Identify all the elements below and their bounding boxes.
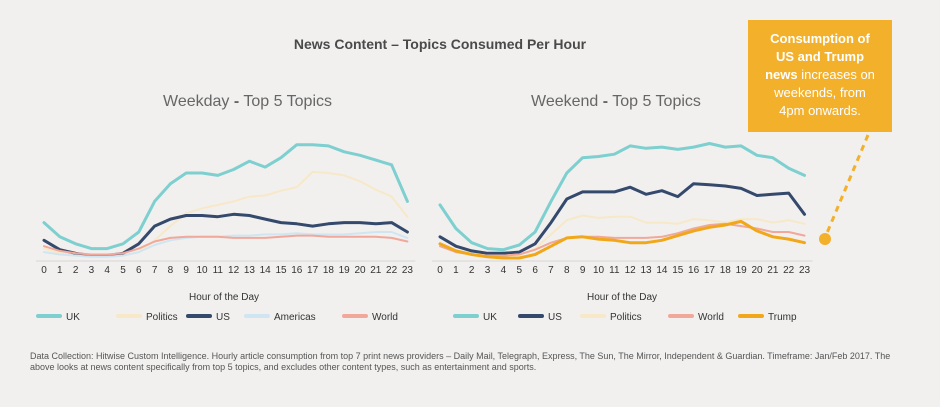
x-tick-label: 12: [228, 265, 240, 276]
callout-line-5: 4pm onwards.: [779, 103, 861, 118]
callout-line-2: US and Trump: [775, 49, 865, 64]
x-tick-label: 9: [580, 265, 586, 276]
x-tick-label: 20: [751, 265, 763, 276]
x-tick-label: 22: [783, 265, 795, 276]
series-line-world: [439, 222, 806, 257]
legend-label-world: World: [372, 312, 398, 323]
series-line-us: [438, 182, 806, 255]
x-tick-label: 3: [89, 265, 95, 276]
x-tick-label: 13: [640, 265, 652, 276]
weekend-title-rest: Top 5 Topics: [612, 93, 701, 110]
x-tick-label: 8: [564, 265, 570, 276]
x-tick-label: 8: [168, 265, 174, 276]
x-tick-label: 6: [136, 265, 142, 276]
series-line-world: [43, 234, 409, 256]
x-tick-label: 20: [354, 265, 366, 276]
x-tick-label: 18: [323, 265, 335, 276]
callout-dot: [819, 233, 831, 245]
callout-box: Consumption of US and Trump news increas…: [748, 20, 892, 132]
x-tick-label: 19: [736, 265, 748, 276]
legend-label-americas: Americas: [274, 312, 316, 323]
x-tick-label: 2: [73, 265, 79, 276]
x-tick-label: 17: [307, 265, 319, 276]
weekday-chart-title: Weekday - Top 5 Topics: [163, 93, 332, 111]
x-tick-label: 14: [260, 265, 272, 276]
weekend-title-separator: -: [602, 93, 609, 110]
weekend-title-main: Weekend: [531, 93, 599, 110]
x-tick-label: 23: [799, 265, 811, 276]
x-tick-label: 10: [593, 265, 605, 276]
x-tick-label: 10: [196, 265, 208, 276]
series-line-uk: [438, 142, 806, 252]
series-line-uk: [42, 143, 409, 251]
x-tick-label: 9: [183, 265, 189, 276]
legend-label-uk: UK: [483, 312, 497, 323]
callout-line-3a: news: [765, 67, 798, 82]
x-tick-label: 18: [720, 265, 732, 276]
legend-label-us: US: [216, 312, 230, 323]
x-tick-label: 7: [548, 265, 554, 276]
x-tick-label: 1: [453, 265, 459, 276]
x-tick-label: 17: [704, 265, 716, 276]
x-tick-label: 3: [485, 265, 491, 276]
x-tick-label: 5: [120, 265, 126, 276]
legend-label-politics: Politics: [610, 312, 642, 323]
x-tick-label: 19: [339, 265, 351, 276]
x-tick-label: 23: [402, 265, 414, 276]
weekend-chart-title: Weekend - Top 5 Topics: [531, 93, 701, 111]
callout-line-4: weekends, from: [774, 85, 866, 100]
x-tick-label: 21: [767, 265, 779, 276]
x-tick-label: 0: [437, 265, 443, 276]
page-title: News Content – Topics Consumed Per Hour: [293, 36, 587, 52]
x-axis-label: Hour of the Day: [189, 292, 259, 303]
legend-label-world: World: [698, 312, 724, 323]
series-line-us: [42, 212, 409, 258]
callout-line-3b: increases on: [801, 67, 875, 82]
x-tick-label: 0: [41, 265, 47, 276]
x-tick-label: 12: [625, 265, 637, 276]
x-tick-label: 13: [244, 265, 256, 276]
series-line-americas: [43, 231, 409, 258]
x-tick-label: 11: [213, 265, 224, 276]
x-tick-label: 7: [152, 265, 158, 276]
x-tick-label: 16: [688, 265, 700, 276]
legend-label-politics: Politics: [146, 312, 178, 323]
x-tick-label: 15: [275, 265, 287, 276]
x-tick-label: 16: [291, 265, 303, 276]
x-tick-label: 1: [57, 265, 63, 276]
x-tick-label: 21: [370, 265, 382, 276]
callout-line-3: news increases on: [758, 66, 882, 84]
legend-label-trump: Trump: [768, 312, 797, 323]
x-tick-label: 14: [656, 265, 668, 276]
callout-line-1: Consumption of: [770, 31, 870, 46]
series-line-trump: [438, 219, 806, 260]
x-tick-label: 6: [532, 265, 538, 276]
callout-connector-line: [825, 134, 870, 234]
legend-label-us: US: [548, 312, 562, 323]
x-tick-label: 4: [104, 265, 110, 276]
x-tick-label: 2: [469, 265, 475, 276]
x-axis-label: Hour of the Day: [587, 292, 657, 303]
weekday-title-main: Weekday: [163, 93, 230, 110]
footnote: Data Collection: Hitwise Custom Intellig…: [30, 351, 891, 372]
weekday-title-rest: Top 5 Topics: [243, 93, 332, 110]
legend-label-uk: UK: [66, 312, 80, 323]
x-tick-label: 5: [516, 265, 522, 276]
weekday-title-separator: -: [233, 93, 240, 110]
x-tick-label: 22: [386, 265, 398, 276]
x-tick-label: 11: [609, 265, 620, 276]
x-tick-label: 15: [672, 265, 684, 276]
x-tick-label: 4: [501, 265, 507, 276]
